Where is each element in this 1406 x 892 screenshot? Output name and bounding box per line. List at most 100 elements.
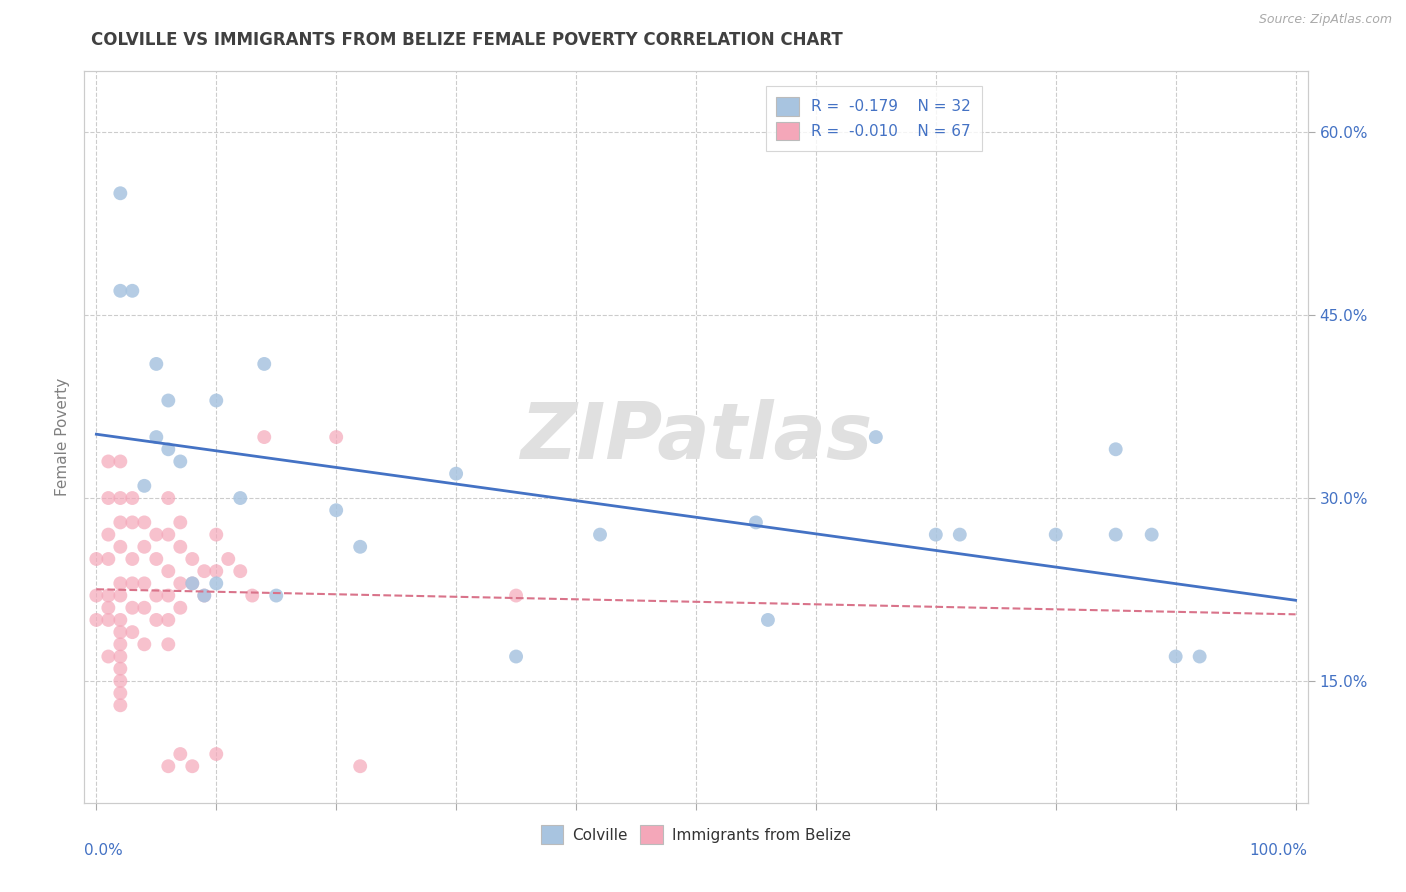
Point [97, 491, 120, 505]
Point [121, 284, 143, 298]
Point [97, 454, 120, 468]
Point [145, 357, 167, 371]
Point [110, 516, 132, 530]
Point [134, 479, 156, 493]
Point [505, 649, 527, 664]
Text: Source: ZipAtlas.com: Source: ZipAtlas.com [1258, 13, 1392, 27]
Point [865, 430, 887, 444]
Point [949, 527, 972, 541]
Point [110, 637, 132, 651]
Point [110, 491, 132, 505]
Point [157, 759, 180, 773]
Point [193, 589, 215, 603]
Point [110, 576, 132, 591]
Point [205, 564, 228, 578]
Point [145, 552, 167, 566]
Point [157, 491, 180, 505]
Point [240, 589, 263, 603]
Point [157, 442, 180, 457]
Text: 100.0%: 100.0% [1250, 843, 1308, 858]
Point [193, 564, 215, 578]
Point [86, 613, 108, 627]
Point [169, 747, 191, 761]
Point [505, 589, 527, 603]
Point [229, 491, 252, 505]
Point [229, 564, 252, 578]
Point [181, 759, 204, 773]
Point [97, 589, 120, 603]
Point [86, 552, 108, 566]
Point [1105, 442, 1128, 457]
Point [756, 613, 779, 627]
Text: COLVILLE VS IMMIGRANTS FROM BELIZE FEMALE POVERTY CORRELATION CHART: COLVILLE VS IMMIGRANTS FROM BELIZE FEMAL… [91, 31, 844, 49]
Point [169, 516, 191, 530]
Text: ZIPatlas: ZIPatlas [520, 399, 872, 475]
Point [97, 527, 120, 541]
Point [134, 600, 156, 615]
Point [253, 430, 276, 444]
Point [134, 540, 156, 554]
Point [110, 662, 132, 676]
Point [181, 552, 204, 566]
Point [205, 393, 228, 408]
Point [110, 673, 132, 688]
Point [121, 625, 143, 640]
Text: 0.0%: 0.0% [84, 843, 124, 858]
Point [110, 649, 132, 664]
Point [253, 357, 276, 371]
Point [1188, 649, 1211, 664]
Point [145, 527, 167, 541]
Point [1045, 527, 1067, 541]
Point [181, 576, 204, 591]
Point [349, 540, 371, 554]
Point [121, 600, 143, 615]
Point [121, 491, 143, 505]
Point [325, 503, 347, 517]
Point [205, 747, 228, 761]
Point [157, 589, 180, 603]
Point [205, 527, 228, 541]
Point [110, 186, 132, 201]
Point [193, 589, 215, 603]
Point [145, 430, 167, 444]
Point [325, 430, 347, 444]
Point [157, 564, 180, 578]
Point [134, 516, 156, 530]
Point [110, 625, 132, 640]
Point [86, 589, 108, 603]
Point [110, 589, 132, 603]
Point [589, 527, 612, 541]
Point [169, 540, 191, 554]
Point [134, 637, 156, 651]
Y-axis label: Female Poverty: Female Poverty [55, 378, 70, 496]
Point [134, 576, 156, 591]
Point [97, 600, 120, 615]
Point [157, 613, 180, 627]
Point [205, 576, 228, 591]
Point [110, 613, 132, 627]
Point [169, 454, 191, 468]
Point [169, 600, 191, 615]
Point [97, 613, 120, 627]
Point [1140, 527, 1163, 541]
Point [145, 613, 167, 627]
Point [745, 516, 768, 530]
Point [264, 589, 287, 603]
Point [444, 467, 467, 481]
Point [157, 637, 180, 651]
Point [181, 576, 204, 591]
Point [121, 576, 143, 591]
Point [121, 552, 143, 566]
Point [1105, 527, 1128, 541]
Point [169, 576, 191, 591]
Point [97, 552, 120, 566]
Point [349, 759, 371, 773]
Point [110, 454, 132, 468]
Point [121, 516, 143, 530]
Point [1164, 649, 1187, 664]
Legend: Colville, Immigrants from Belize: Colville, Immigrants from Belize [534, 819, 858, 850]
Point [217, 552, 239, 566]
Point [110, 284, 132, 298]
Point [145, 589, 167, 603]
Point [110, 686, 132, 700]
